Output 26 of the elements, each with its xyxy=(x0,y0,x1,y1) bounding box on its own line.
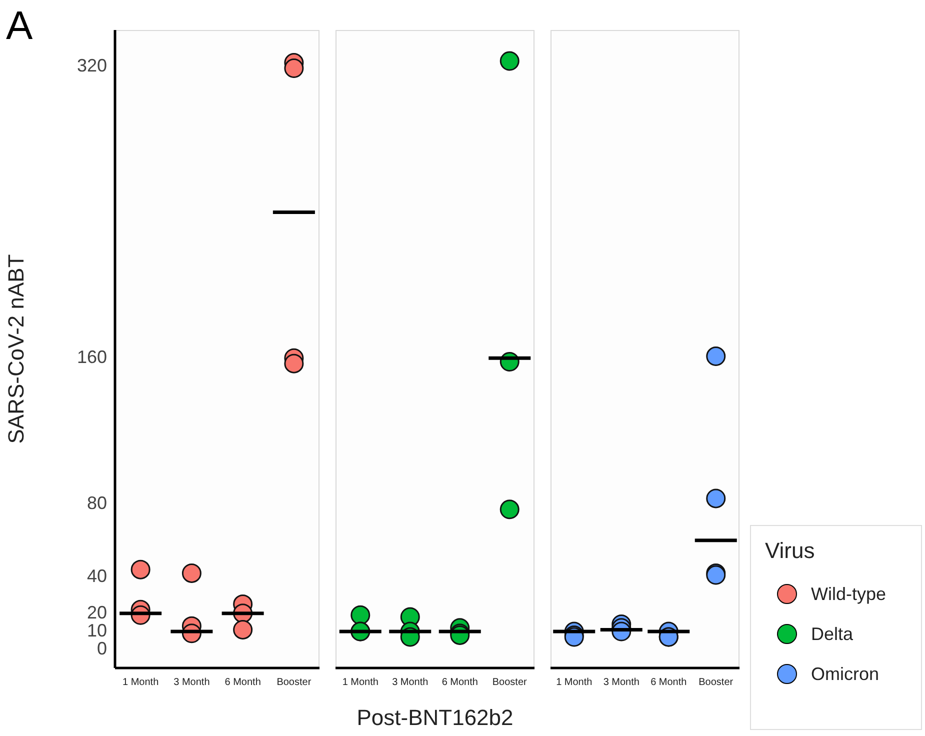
legend-label: Wild-type xyxy=(811,584,886,604)
text: Omicron xyxy=(811,664,880,684)
x-tick-label: 6 Month xyxy=(650,676,687,688)
x-tick-label: 6 Month xyxy=(442,676,478,688)
y-tick-label: 80 xyxy=(86,492,107,513)
x-axis-title: Post-BNT162b2 xyxy=(356,704,514,730)
legend-title: Virus xyxy=(765,538,816,564)
x-tick-label: 3 Month xyxy=(603,676,640,688)
y-tick-label: 0 xyxy=(96,638,107,659)
x-tick-label: Booster xyxy=(276,676,312,688)
y-axis-title: SARS-CoV-2 nABT xyxy=(3,254,28,444)
x-tick-label: 3 Month xyxy=(174,676,210,688)
text: Delta xyxy=(811,624,854,644)
x-tick-label: Booster xyxy=(492,676,528,688)
y-tick-label: 20 xyxy=(86,602,107,622)
x-tick-label: 1 Month xyxy=(556,676,592,688)
x-tick-label: 6 Month xyxy=(224,676,261,688)
x-tick-label: 1 Month xyxy=(122,676,159,688)
y-tick-label: 160 xyxy=(76,347,107,368)
x-tick-label: 3 Month xyxy=(392,676,428,688)
x-tick-label: Booster xyxy=(698,676,734,688)
y-tick-label: 40 xyxy=(86,566,107,586)
x-tick-label: 1 Month xyxy=(342,676,378,688)
y-tick-label: 10 xyxy=(86,620,107,641)
text: A xyxy=(6,4,33,48)
y-tick-label: 320 xyxy=(76,55,107,76)
